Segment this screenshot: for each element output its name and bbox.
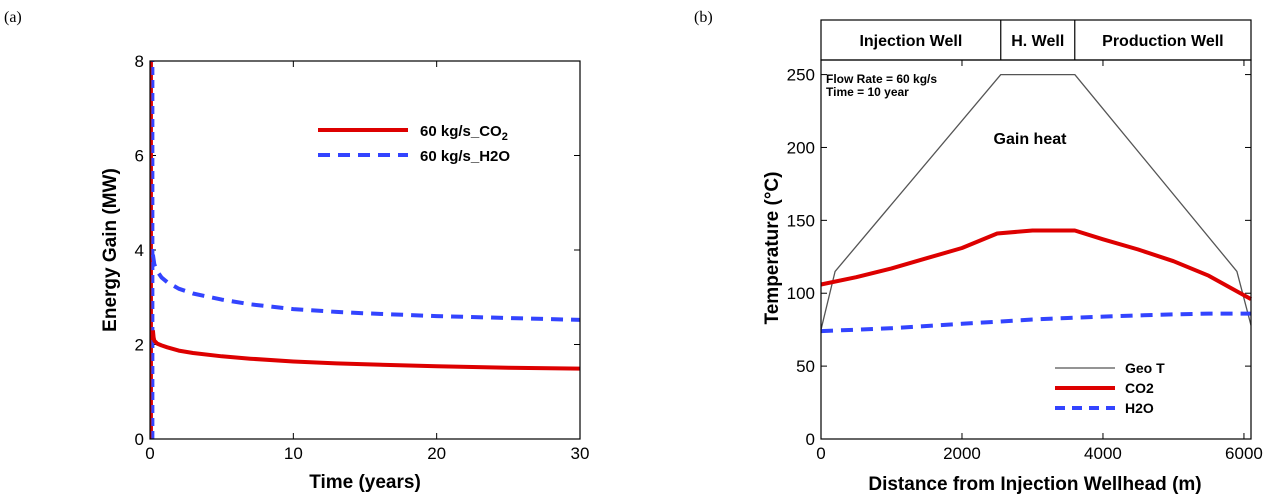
panel-a: (a) 0 10 20 30 0 2 4 6 8 Time (years) Energy Gai… — [4, 9, 589, 493]
panel-a-x-tick-label: 0 — [145, 444, 154, 463]
legend-label-co2: 60 kg/s_CO2 — [420, 123, 508, 143]
panel-b: (b) Injection Well H. Well Production Well… — [694, 9, 1263, 495]
panel-b-legend: Geo T CO2 H2O — [1055, 360, 1165, 416]
panel-a-y-tick-label: 0 — [135, 430, 144, 449]
panel-b-y-tick-label: 50 — [796, 357, 815, 376]
panel-a-label: (a) — [4, 9, 22, 26]
panel-b-label: (b) — [694, 9, 713, 26]
panel-a-y-axis-title: Energy Gain (MW) — [100, 168, 121, 332]
legend-label-h2o-b: H2O — [1125, 400, 1154, 416]
panel-a-y-tick-label: 4 — [135, 241, 144, 260]
panel-a-plot-frame — [149, 60, 581, 440]
panel-b-y-tick-label: 250 — [787, 66, 815, 85]
annotation-flow-rate: Flow Rate = 60 kg/s — [826, 72, 937, 86]
panel-a-series-line-0 — [150, 330, 581, 371]
panel-b-y-tick-label: 200 — [787, 138, 815, 157]
panel-a-x-tick-label: 10 — [284, 444, 303, 463]
panel-a-x-tick-label: 20 — [427, 444, 446, 463]
legend-label-h2o: 60 kg/s_H2O — [420, 148, 510, 165]
annotation-gain-heat: Gain heat — [994, 131, 1068, 148]
panel-b-y-tick-label: 0 — [806, 430, 815, 449]
panel-b-x-tick-label: 0 — [816, 444, 825, 463]
section-label: Injection Well — [859, 33, 962, 50]
panel-a-y-tick-label: 6 — [135, 147, 144, 166]
panel-a-y-tick-label: 2 — [135, 336, 144, 355]
panel-b-series-line-1 — [820, 228, 1252, 301]
panel-b-y-tick-label: 100 — [787, 284, 815, 303]
panel-b-x-axis-title: Distance from Injection Wellhead (m) — [868, 474, 1201, 495]
panel-a-x-axis-title: Time (years) — [309, 472, 421, 493]
panel-a-x-tick-label: 30 — [571, 444, 590, 463]
panel-b-x-tick-label: 2000 — [943, 444, 981, 463]
panel-a-series-line-1 — [150, 254, 581, 322]
panel-a-legend: 60 kg/s_CO2 60 kg/s_H2O — [318, 123, 510, 165]
legend-label-geo-t: Geo T — [1125, 360, 1165, 376]
panel-b-series-line-2 — [820, 311, 1251, 334]
panel-b-series-line-0 — [820, 73, 1252, 330]
panel-a-y-tick-label: 8 — [135, 52, 144, 71]
section-label: H. Well — [1011, 33, 1064, 50]
panel-b-y-axis-title: Temperature (°C) — [762, 172, 783, 325]
legend-label-co2-b: CO2 — [1125, 380, 1154, 396]
annotation-time: Time = 10 year — [826, 85, 909, 99]
panel-b-x-tick-label: 6000 — [1225, 444, 1263, 463]
panel-b-plot-frame — [820, 59, 1252, 440]
section-label: Production Well — [1102, 33, 1223, 50]
panel-b-y-tick-label: 150 — [787, 211, 815, 230]
panel-b-x-tick-label: 4000 — [1084, 444, 1122, 463]
